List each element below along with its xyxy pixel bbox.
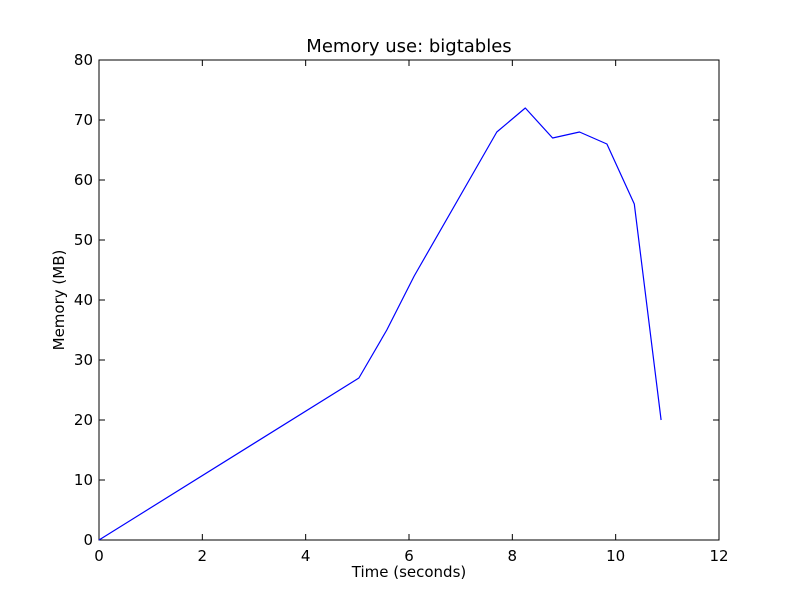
series-layer bbox=[98, 107, 662, 541]
x-tick-label: 8 bbox=[508, 547, 518, 565]
series-line bbox=[98, 107, 662, 541]
y-tick-label: 60 bbox=[74, 171, 93, 189]
x-tick-label: 6 bbox=[404, 547, 414, 565]
y-tick-label: 80 bbox=[74, 51, 93, 69]
y-tick-label: 0 bbox=[83, 531, 93, 549]
plot-area bbox=[98, 59, 720, 541]
ticks-layer: 0 2 4 6 8 10 12 0 10 20 30 40 50 60 70 80 bbox=[74, 51, 729, 565]
chart-title: Memory use: bigtables bbox=[306, 36, 511, 57]
y-tick-label: 40 bbox=[74, 291, 93, 309]
y-tick-label: 70 bbox=[74, 111, 93, 129]
x-tick-label: 0 bbox=[94, 547, 104, 565]
y-tick-label: 10 bbox=[74, 471, 93, 489]
x-axis-label: Time (seconds) bbox=[351, 563, 467, 581]
x-tick-label: 4 bbox=[301, 547, 311, 565]
y-tick-label: 50 bbox=[74, 231, 93, 249]
x-tick-label: 12 bbox=[709, 547, 728, 565]
y-tick-label: 20 bbox=[74, 411, 93, 429]
y-axis-label: Memory (MB) bbox=[50, 250, 68, 351]
x-tick-label: 10 bbox=[606, 547, 625, 565]
x-tick-label: 2 bbox=[198, 547, 208, 565]
y-tick-label: 30 bbox=[74, 351, 93, 369]
